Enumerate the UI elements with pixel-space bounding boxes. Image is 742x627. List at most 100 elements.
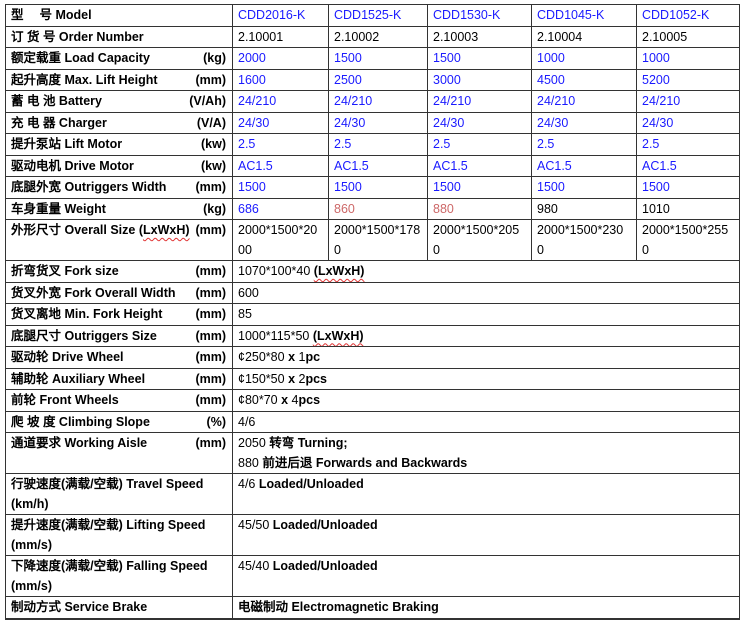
row-label-cell: 货叉离地 Min. Fork Height (mm) — [5, 303, 233, 326]
value-cell: 24/30 — [427, 111, 532, 134]
text-segment: 2000 — [238, 51, 266, 65]
merged-value-cell: 45/50 Loaded/Unloaded — [232, 514, 740, 556]
text-segment: 45/50 — [238, 518, 273, 532]
text-segment: 45/40 — [238, 559, 273, 573]
cell-line: 1500 — [238, 178, 323, 197]
unit-label: (mm) — [195, 350, 226, 364]
text-segment: (LxWxH) — [312, 328, 364, 343]
row-label: 型 号 Model — [11, 6, 92, 25]
row-label: 车身重量 Weight — [11, 200, 106, 219]
cell-line: AC1.5 — [537, 157, 631, 176]
value-cell: AC1.5 — [232, 154, 329, 177]
row-label-cell: 货叉外宽 Fork Overall Width (mm) — [5, 281, 233, 304]
text-segment: 2.10001 — [238, 29, 284, 44]
table-row: 底腿外宽 Outriggers Width (mm) 1500 1500 1500 150… — [5, 176, 740, 199]
row-label-cell: 折弯货叉 Fork size (mm) — [5, 260, 233, 283]
value-cell: 2.5 — [232, 133, 329, 156]
table-row: 车身重量 Weight (kg) 686 860 880 980 1010 — [5, 197, 740, 220]
text-segment: 通道要求 Working Aisle — [11, 436, 148, 450]
text-segment: 2.10003 — [433, 29, 479, 44]
text-segment: 货叉外宽 Fork Overall Width — [11, 285, 176, 300]
text-segment: CDD1045-K — [537, 8, 605, 22]
cell-line: 24/210 — [334, 92, 422, 111]
text-segment: 提升泵站 Lift Motor — [11, 137, 123, 151]
table-row: 订 货 号 Order Number 2.10001 2.10002 2.10003 2… — [5, 25, 740, 48]
table-row: 型 号 Model CDD2016-K CDD1525-K CDD1530-K CDD1… — [5, 4, 740, 27]
text-segment: 1000 — [537, 51, 565, 65]
merged-value-cell: 85 — [232, 303, 740, 326]
text-segment: 686 — [238, 201, 259, 216]
cell-line: 1500 — [642, 178, 734, 197]
text-segment: 1500 — [334, 51, 362, 65]
row-label: 底腿尺寸 Outriggers Size — [11, 327, 157, 346]
cell-line: 45/40 Loaded/Unloaded — [238, 557, 734, 577]
cell-line: 2.5 — [433, 135, 526, 154]
text-segment: 0 — [537, 242, 544, 257]
value-cell: 24/210 — [531, 90, 637, 113]
row-label-cell: 下降速度(满载/空载) Falling Speed (mm/s) — [5, 555, 233, 597]
cell-line: 2000 — [238, 49, 323, 68]
text-segment: 0 — [334, 242, 341, 257]
merged-value-cell: 电磁制动 Electromagnetic Braking — [232, 596, 740, 619]
value-cell: 880 — [427, 197, 532, 220]
row-label: 前轮 Front Wheels — [11, 391, 119, 410]
text-segment: LxWxH) — [142, 223, 190, 237]
cell-line: CDD1525-K — [334, 6, 422, 25]
text-segment: 1500 — [642, 180, 670, 194]
row-label-cell: 辅助轮 Auxiliary Wheel (mm) — [5, 367, 233, 390]
table-row: 货叉外宽 Fork Overall Width (mm) 600 — [5, 281, 740, 304]
table-row: 额定载重 Load Capacity (kg) 2000 1500 1500 1000 10… — [5, 47, 740, 70]
value-cell: 2.5 — [427, 133, 532, 156]
cell-line: 45/50 Loaded/Unloaded — [238, 516, 734, 536]
value-cell: 1000 — [531, 47, 637, 70]
row-label-cell: 爬 坡 度 Climbing Slope (%) — [5, 410, 233, 433]
cell-line: 24/210 — [238, 92, 323, 111]
text-segment: x — [288, 371, 296, 386]
text-segment: AC1.5 — [238, 158, 273, 173]
row-label: 驱动电机 Drive Motor — [11, 157, 134, 176]
text-segment: Loaded/Unloaded — [258, 477, 364, 491]
merged-value-cell: 45/40 Loaded/Unloaded — [232, 555, 740, 597]
cell-line: CDD1045-K — [537, 6, 631, 25]
text-segment: 1500 — [537, 180, 565, 194]
text-segment: 转弯 Turning; — [269, 436, 348, 450]
unit-label: (V/A) — [196, 115, 226, 130]
text-segment: 24/210 — [238, 94, 277, 108]
row-label: 底腿外宽 Outriggers Width — [11, 178, 166, 197]
table-row: 通道要求 Working Aisle (mm) 2050 转弯 Turning; 88… — [5, 432, 740, 474]
unit-label: (%) — [206, 414, 226, 429]
cell-line: 24/210 — [537, 92, 631, 111]
cell-line: ¢150*50 x 2pcs — [238, 370, 734, 389]
cell-line: 24/210 — [433, 92, 526, 111]
text-segment: (LxWxH) — [313, 264, 365, 278]
merged-value-cell: ¢80*70 x 4pcs — [232, 389, 740, 412]
cell-line: 0 — [334, 241, 422, 260]
cell-line: 1000 — [642, 49, 734, 68]
row-label: 充 电 器 Charger — [11, 114, 107, 133]
cell-line: 2050 转弯 Turning; — [238, 434, 734, 454]
cell-line: AC1.5 — [238, 157, 323, 176]
table-row: 折弯货叉 Fork size (mm) 1070*100*40 (LxWxH) — [5, 260, 740, 283]
text-segment: 底腿尺寸 Outriggers Size — [11, 328, 157, 343]
text-segment: 2.5 — [238, 137, 256, 151]
text-segment: 行驶速度(满载/空载) Travel Speed — [11, 477, 204, 491]
unit-label: (mm) — [195, 264, 226, 278]
text-segment: 1070*100*40 — [238, 264, 314, 278]
row-label: 提升速度(满载/空载) Lifting Speed (mm/s) — [11, 516, 205, 555]
value-cell: 2.10002 — [328, 25, 428, 48]
unit-label: (mm) — [195, 393, 226, 407]
text-segment: 1000 — [642, 51, 670, 65]
text-segment: 24/30 — [334, 115, 366, 130]
text-segment: pcs — [305, 371, 327, 386]
row-label-cell: 驱动轮 Drive Wheel (mm) — [5, 346, 233, 369]
row-label-cell: 车身重量 Weight (kg) — [5, 197, 233, 220]
value-cell: 3000 — [427, 68, 532, 91]
table-row: 下降速度(满载/空载) Falling Speed (mm/s) 45/40 Loa… — [5, 555, 740, 597]
value-cell: 4500 — [531, 68, 637, 91]
text-segment: 4/6 — [238, 414, 256, 429]
cell-line: 2500 — [334, 71, 422, 90]
value-cell: 860 — [328, 197, 428, 220]
unit-label: (mm) — [195, 328, 226, 343]
row-label: 订 货 号 Order Number — [11, 28, 144, 47]
text-segment: 860 — [334, 201, 355, 216]
